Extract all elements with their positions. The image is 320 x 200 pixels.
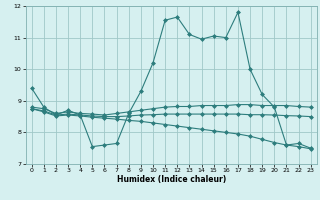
X-axis label: Humidex (Indice chaleur): Humidex (Indice chaleur) [116,175,226,184]
